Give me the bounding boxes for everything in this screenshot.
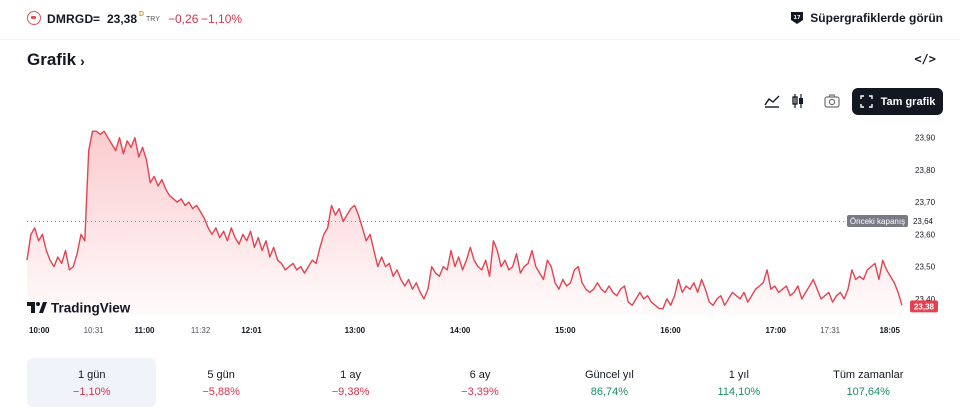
range-tab[interactable]: 6 ay −3,39% xyxy=(415,358,544,407)
area-chart-type-button[interactable] xyxy=(760,89,784,113)
currency-label: TRY xyxy=(146,16,160,23)
range-label: 5 gün xyxy=(207,369,235,381)
range-change: 114,10% xyxy=(717,386,761,398)
y-tick-label: 23,70 xyxy=(915,198,936,207)
y-tick-label: 23,50 xyxy=(915,263,936,272)
svg-text:17: 17 xyxy=(794,15,801,21)
previous-close-value-text: 23,64 xyxy=(913,217,934,226)
tradingview-wordmark: TradingView xyxy=(51,301,131,316)
x-tick-label: 14:00 xyxy=(450,326,471,335)
snapshot-button[interactable] xyxy=(820,89,844,113)
change-percent: −1,10% xyxy=(201,12,243,26)
x-tick-label: 15:00 xyxy=(555,326,576,335)
price-area-fill xyxy=(27,131,902,315)
ticker-symbol[interactable]: DMRGD xyxy=(47,12,94,26)
range-label: 1 yıl xyxy=(728,369,749,381)
range-change: 107,64% xyxy=(846,386,890,398)
chart-toolbar xyxy=(760,88,846,114)
previous-close-tag-text: Önceki kapanış xyxy=(850,217,905,226)
range-label: 1 gün xyxy=(77,369,106,381)
change-absolute: −0,26 xyxy=(168,12,199,26)
embed-code-icon[interactable]: </> xyxy=(914,52,936,66)
range-change: −1,10% xyxy=(72,386,111,398)
price-line xyxy=(26,130,903,310)
tradingview-watermark: TradingView xyxy=(27,301,131,316)
range-label: Tüm zamanlar xyxy=(833,369,904,381)
chart-section-title[interactable]: Grafik › xyxy=(27,50,85,70)
supercharts-link[interactable]: 17 Süpergrafiklerde görün xyxy=(790,11,943,25)
x-tick-label: 17:31 xyxy=(820,326,841,335)
x-tick-label: 13:00 xyxy=(345,326,366,335)
camera-icon xyxy=(824,94,840,108)
range-tab[interactable]: Tüm zamanlar 107,64% xyxy=(804,358,933,407)
candlestick-icon xyxy=(792,94,803,108)
candle-chart-type-button[interactable] xyxy=(786,89,810,113)
range-selector: 1 gün −1,10% 5 gün −5,88% 1 ay −9,38% 6 ay −3,3… xyxy=(27,358,933,407)
x-tick-label: 10:31 xyxy=(84,326,105,335)
symbol-header: DMRGD = 23,38 D TRY −0,26 −1,10% 17 Süpe… xyxy=(0,0,960,40)
full-chart-button[interactable]: Tam grafik xyxy=(852,88,943,115)
range-change: −9,38% xyxy=(331,386,370,398)
last-price: 23,38 xyxy=(107,12,138,26)
range-change: −5,88% xyxy=(202,386,240,398)
supercharts-label: Süpergrafiklerde görün xyxy=(810,11,943,25)
previous-close-tag: Önceki kapanış xyxy=(847,215,908,227)
supercharts-icon: 17 xyxy=(791,12,804,24)
tradingview-logo-icon xyxy=(27,302,35,313)
x-tick-label: 17:00 xyxy=(766,326,787,335)
full-chart-label: Tam grafik xyxy=(880,95,936,108)
range-tab[interactable]: 1 ay −9,38% xyxy=(286,358,415,407)
last-price-tag-text: 23,38 xyxy=(914,302,935,311)
section-title-text: Grafik xyxy=(27,50,77,69)
company-logo-icon xyxy=(27,11,41,25)
equals-sign: = xyxy=(93,12,101,26)
x-tick-label: 11:00 xyxy=(134,326,155,335)
previous-close-value: 23,64 xyxy=(910,215,936,227)
range-tab[interactable]: 1 yıl 114,10% xyxy=(674,358,803,407)
price-chart[interactable]: 23,90 23,80 23,70 23,60 23,50 23,40 10:00 10:3… xyxy=(0,118,960,340)
range-tab[interactable]: 5 gün −5,88% xyxy=(156,358,285,407)
y-tick-label: 23,80 xyxy=(915,166,936,175)
x-tick-label: 18:05 xyxy=(879,326,900,335)
x-tick-label: 10:00 xyxy=(29,326,50,335)
x-tick-label: 16:00 xyxy=(660,326,681,335)
chevron-right-icon: › xyxy=(80,52,85,69)
range-change: 86,74% xyxy=(590,386,629,398)
range-tab[interactable]: 1 gün −1,10% xyxy=(27,358,157,407)
range-label: 6 ay xyxy=(469,369,491,381)
area-chart-icon xyxy=(764,95,780,108)
last-price-tag: 23,38 xyxy=(910,300,938,313)
range-change: −3,39% xyxy=(461,386,499,398)
y-tick-label: 23,60 xyxy=(915,230,936,239)
y-tick-label: 23,40 xyxy=(915,295,936,304)
range-label: 1 ay xyxy=(340,369,361,381)
range-tab[interactable]: Güncel yıl 86,74% xyxy=(545,358,674,407)
x-tick-label: 11:32 xyxy=(191,326,211,335)
y-tick-label: 23,90 xyxy=(915,134,936,143)
x-tick-label: 12:01 xyxy=(241,326,262,335)
expand-icon xyxy=(859,95,873,108)
delayed-data-marker: D xyxy=(139,11,145,18)
range-label: Güncel yıl xyxy=(584,369,634,381)
